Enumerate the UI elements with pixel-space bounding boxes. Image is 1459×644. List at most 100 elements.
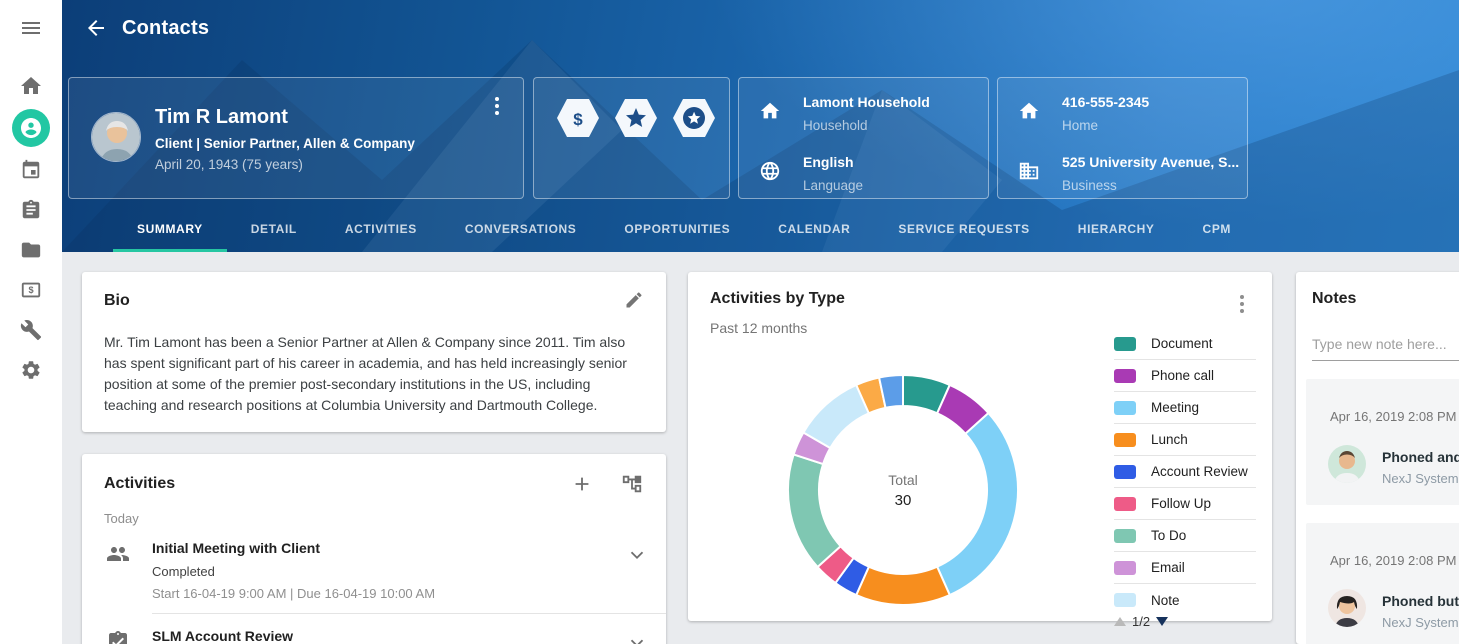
legend-label: Phone call	[1151, 368, 1215, 383]
legend-item: Note	[1114, 584, 1256, 616]
chart-title: Activities by Type	[710, 290, 845, 307]
active-nav-indicator	[12, 109, 50, 147]
language-row[interactable]: English Language	[739, 150, 988, 204]
summary-content: Bio Mr. Tim Lamont has been a Senior Par…	[62, 252, 1459, 644]
activities-title: Activities	[104, 475, 176, 492]
activity-status: Completed	[152, 564, 215, 579]
note-text: Phoned but co	[1382, 593, 1459, 609]
activity-title: SLM Account Review	[152, 628, 294, 644]
legend-swatch	[1114, 432, 1136, 447]
legend-label: Account Review	[1151, 464, 1248, 479]
language-value: English	[803, 154, 854, 170]
household-name: Lamont Household	[803, 94, 930, 110]
tab-calendar[interactable]: CALENDAR	[778, 221, 851, 236]
legend-page-indicator: 1/2	[1132, 614, 1151, 629]
tab-opportunities[interactable]: OPPORTUNITIES	[624, 221, 731, 236]
add-activity-icon[interactable]	[570, 472, 594, 496]
hierarchy-view-icon[interactable]	[620, 472, 644, 496]
tab-cpm[interactable]: CPM	[1202, 221, 1232, 236]
legend-pagination: 1/2	[1114, 614, 1256, 629]
legend-page-up-icon[interactable]	[1114, 617, 1126, 626]
star-circle-badge-icon[interactable]	[672, 98, 716, 138]
notes-title: Notes	[1312, 290, 1357, 307]
activity-item[interactable]: SLM Account Review Outstanding	[109, 613, 666, 644]
legend-label: Note	[1151, 592, 1180, 608]
activities-group-label: Today	[104, 511, 139, 526]
legend-label: Meeting	[1151, 400, 1200, 415]
svg-text:$: $	[28, 285, 33, 295]
tab-conversations[interactable]: CONVERSATIONS	[464, 221, 577, 236]
legend-item: Lunch	[1114, 424, 1256, 456]
dollar-badge-icon[interactable]: $	[556, 98, 600, 138]
svg-text:$: $	[573, 110, 583, 129]
legend-swatch	[1114, 496, 1136, 511]
new-note-input[interactable]	[1312, 332, 1459, 361]
donut-slice	[877, 373, 904, 410]
page-title: Contacts	[122, 16, 210, 39]
note-author: NexJ System	[1382, 471, 1459, 486]
billing-icon[interactable]: $	[11, 270, 51, 310]
tab-service-requests[interactable]: SERVICE REQUESTS	[898, 221, 1030, 236]
home-icon[interactable]	[11, 66, 51, 106]
note-item[interactable]: Apr 16, 2019 2:08 PM Phoned and le NexJ …	[1306, 379, 1459, 505]
notes-card: Notes Apr 16, 2019 2:08 PM Phoned and le…	[1296, 272, 1459, 644]
contact-menu-kebab-icon[interactable]	[485, 94, 509, 118]
activities-card: Activities Today Initial Meeting with Cl…	[82, 454, 666, 644]
chevron-down-icon[interactable]	[626, 632, 648, 644]
legend-item: To Do	[1114, 520, 1256, 552]
tab-detail[interactable]: DETAIL	[250, 221, 297, 236]
activity-schedule: Start 16-04-19 9:00 AM | Due 16-04-19 10…	[152, 586, 436, 601]
assignment-icon[interactable]	[11, 190, 51, 230]
donut-slice	[802, 383, 871, 450]
legend-swatch	[1114, 560, 1136, 575]
bio-card: Bio Mr. Tim Lamont has been a Senior Par…	[82, 272, 666, 432]
legend-item: Follow Up	[1114, 488, 1256, 520]
chart-legend: Document Phone call Meeting Lunch Account Re…	[1114, 328, 1256, 616]
donut-slice	[935, 411, 1019, 597]
back-arrow-icon[interactable]	[78, 10, 114, 46]
contact-summary-card: Tim R Lamont Client | Senior Partner, Al…	[68, 77, 524, 199]
legend-swatch	[1114, 336, 1136, 351]
bio-title: Bio	[104, 292, 130, 309]
phone-row[interactable]: 416-555-2345 Home	[998, 90, 1247, 144]
calendar-icon[interactable]	[11, 150, 51, 190]
activity-title: Initial Meeting with Client	[152, 540, 320, 556]
address-row[interactable]: 525 University Avenue, S... Business	[998, 150, 1247, 204]
folder-icon[interactable]	[11, 230, 51, 270]
legend-item: Meeting	[1114, 392, 1256, 424]
phone-label: Home	[1062, 118, 1099, 133]
star-badge-icon[interactable]	[614, 98, 658, 138]
household-label: Household	[803, 118, 868, 133]
legend-label: Document	[1151, 336, 1213, 351]
bio-text: Mr. Tim Lamont has been a Senior Partner…	[104, 334, 627, 413]
globe-icon	[759, 160, 781, 187]
note-item[interactable]: Apr 16, 2019 2:08 PM Phoned but co NexJ …	[1306, 523, 1459, 644]
note-date: Apr 16, 2019 2:08 PM	[1330, 553, 1457, 568]
activity-item[interactable]: Initial Meeting with Client Completed St…	[82, 526, 666, 613]
settings-icon[interactable]	[11, 350, 51, 390]
note-author-avatar	[1328, 445, 1366, 483]
badges-card: $	[533, 77, 730, 199]
household-row[interactable]: Lamont Household Household	[739, 90, 988, 144]
tools-icon[interactable]	[11, 310, 51, 350]
building-icon	[1018, 160, 1040, 187]
edit-pencil-icon[interactable]	[624, 290, 648, 314]
left-sidebar: $	[0, 0, 62, 644]
household-card: Lamont Household Household English Langu…	[738, 77, 989, 199]
meeting-people-icon	[106, 542, 130, 571]
chart-menu-kebab-icon[interactable]	[1230, 292, 1254, 316]
tab-summary[interactable]: SUMMARY	[113, 205, 227, 252]
legend-label: To Do	[1151, 528, 1187, 543]
chevron-down-icon[interactable]	[626, 544, 648, 566]
address-label: Business	[1062, 178, 1117, 193]
contact-photo	[91, 112, 141, 162]
tab-hierarchy[interactable]: HIERARCHY	[1077, 221, 1155, 236]
tab-activities[interactable]: ACTIVITIES	[344, 221, 417, 236]
contacts-icon[interactable]	[11, 108, 51, 148]
header-background-image	[62, 40, 1459, 252]
legend-swatch	[1114, 400, 1136, 415]
legend-page-down-icon[interactable]	[1156, 617, 1169, 626]
legend-item: Account Review	[1114, 456, 1256, 488]
task-check-icon	[106, 630, 130, 644]
menu-icon[interactable]	[11, 8, 51, 48]
